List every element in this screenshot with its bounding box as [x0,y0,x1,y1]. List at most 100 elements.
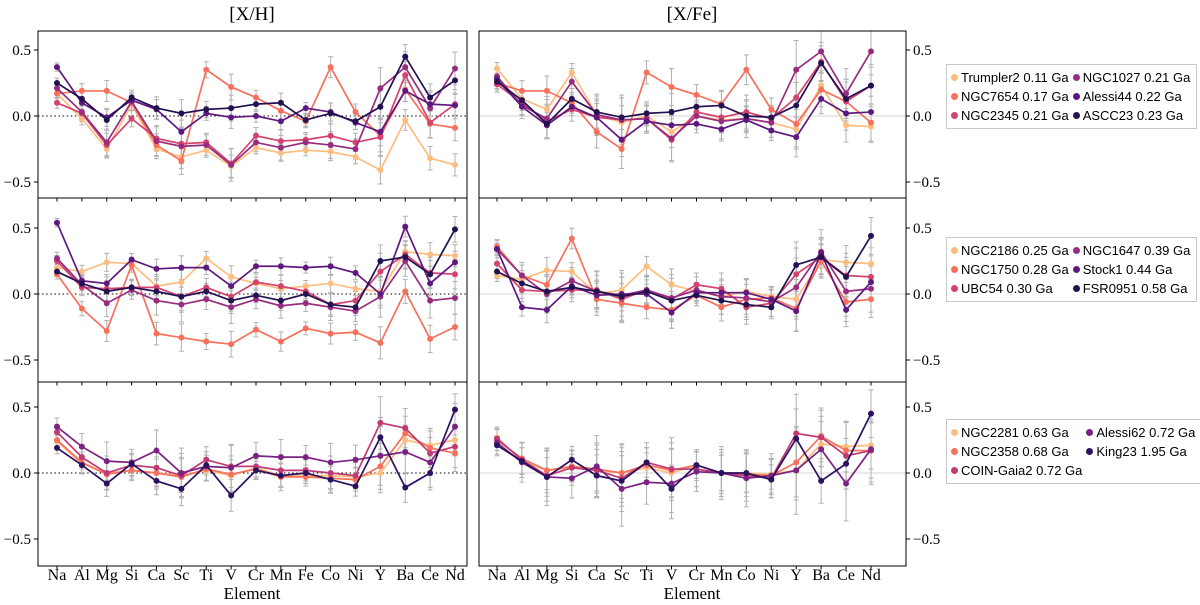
xtick-label-Mg: Mg [96,567,118,584]
data-point-COIN-Gaia2-Co [327,470,334,476]
data-point-Trumpler2-Ni [352,153,359,160]
data-point-NGC1647-Y [793,284,800,291]
xtick-label-Fe: Fe [298,567,314,584]
data-point-UBC54-Y [377,268,384,275]
data-point-Alessi62-Co [327,459,334,466]
data-point-ASCC23-Ti [203,106,210,113]
data-point-NGC1750-Si [568,235,575,242]
data-point-NGC1027-Al [78,109,85,116]
data-point-King23-Mn [277,472,284,479]
data-point-King23-Fe [302,470,309,476]
data-point-NGC2186-Ti [643,263,650,270]
ytick-label: 0.0 [12,466,31,482]
legend-label: Stock1 0.44 Ga [1082,262,1173,277]
data-point-Trumpler2-Y [377,167,384,174]
data-point-NGC1750-Ni [352,329,359,336]
legend-marker-dot [1072,247,1080,254]
data-point-NGC7654-Mn [277,107,284,114]
legend-marker-dot [1086,429,1094,436]
data-point-FSR0951-Mn [718,297,725,304]
data-point-ASCC23-Sc [178,110,185,117]
data-point-NGC2358-Ce [427,444,434,451]
data-point-COIN-Gaia2-Al [78,454,85,461]
data-point-NGC2186-Si [568,268,575,275]
legend-marker-dot [1072,112,1080,119]
data-point-Alessi62-Na [54,423,60,430]
data-point-Alessi44-V [668,122,675,129]
xtick-label-Ba: Ba [396,567,414,584]
data-point-King23-Mg [103,480,110,487]
legend-marker-dot [951,429,958,436]
data-point-Alessi62-Co [743,475,750,482]
data-point-NGC2345-Na [54,99,60,106]
legend-marker-dot [951,112,958,119]
data-point-Alessi44-Ba [818,95,825,102]
xtick-label-Mn: Mn [270,567,292,584]
data-point-ASCC23-Ba [402,53,409,60]
legend-label: Alessi44 0.22 Ga [1082,89,1182,104]
data-point-King23-Cr [693,462,700,469]
data-point-NGC1750-Nd [868,296,874,303]
data-point-UBC54-Al [518,287,525,294]
data-point-NGC1750-Y [377,339,384,346]
panel-series-xfe-row1 [494,31,874,170]
xtick-label-Na: Na [48,567,67,584]
legend-item-Stock1: Stock1 0.44 Ga [1072,260,1191,279]
data-point-Trumpler2-Co [327,148,334,155]
data-point-Stock1-Y [377,291,384,297]
xtick-label-Ca: Ca [588,567,606,584]
data-point-NGC1750-Mn [718,304,725,311]
legend-marker-dot [951,74,958,81]
data-point-NGC2358-Sc [618,470,625,476]
data-point-Alessi44-Sc [178,128,185,135]
data-point-NGC1027-Y [793,66,800,73]
data-point-COIN-Gaia2-Mg [103,470,110,476]
data-point-NGC1027-Mg [543,115,550,122]
data-point-UBC54-Nd [452,271,458,278]
series-line-Trumpler2 [496,67,872,133]
data-point-FSR0951-Y [377,258,384,264]
data-point-FSR0951-Ti [203,288,210,295]
data-point-ASCC23-Ni [768,114,775,121]
data-point-NGC1027-Cr [253,139,259,146]
ytick-label: 0.0 [913,466,932,482]
data-point-Alessi44-Nd [868,109,874,116]
legend-label: FSR0951 0.58 Ga [1082,281,1188,296]
xtick-label-Sc: Sc [173,567,189,584]
data-point-UBC54-Mn [277,283,284,290]
data-point-COIN-Gaia2-Ce [427,450,434,457]
series-line-Alessi44 [496,78,872,141]
ytick-label: 0.5 [12,400,31,416]
xtick-label-Y: Y [790,567,802,584]
data-point-Alessi44-Si [568,103,575,110]
data-point-ASCC23-Mg [103,116,110,123]
ytick-label: 0.5 [913,221,932,237]
data-point-NGC7654-Ni [352,109,359,116]
data-point-Alessi62-Al [78,443,85,450]
data-point-NGC2358-Mg [543,467,550,474]
legend-label: NGC2186 0.25 Ga [961,243,1069,258]
data-point-NGC1647-Nd [868,285,874,292]
legend-item-NGC2186: NGC2186 0.25 Ga [951,241,1069,260]
data-point-NGC2345-Ce [427,119,434,126]
data-point-NGC1027-Ba [818,48,825,55]
data-point-NGC1027-Mn [277,144,284,151]
data-point-NGC2358-Y [793,459,800,466]
data-point-FSR0951-Ba [402,254,409,261]
data-point-Alessi62-Cr [253,452,259,459]
data-point-Alessi44-Cr [693,120,700,127]
data-point-FSR0951-Ba [818,254,825,261]
data-point-NGC2186-V [228,273,235,280]
legend-item-Alessi62: Alessi62 0.72 Ga [1086,423,1195,442]
data-point-NGC2186-V [668,281,675,288]
data-point-Stock1-Na [494,246,500,253]
data-point-Alessi44-Y [377,128,384,135]
data-point-Trumpler2-Na [494,65,500,72]
data-point-ASCC23-Al [518,97,525,104]
xtick-label-Sc: Sc [614,567,630,584]
data-point-NGC1647-Ce [843,288,850,295]
data-point-Stock1-Si [128,256,135,263]
legend-label: Alessi62 0.72 Ga [1096,425,1196,440]
data-point-FSR0951-Ni [352,304,359,311]
legend-item-NGC2345: NGC2345 0.21 Ga [951,106,1069,125]
